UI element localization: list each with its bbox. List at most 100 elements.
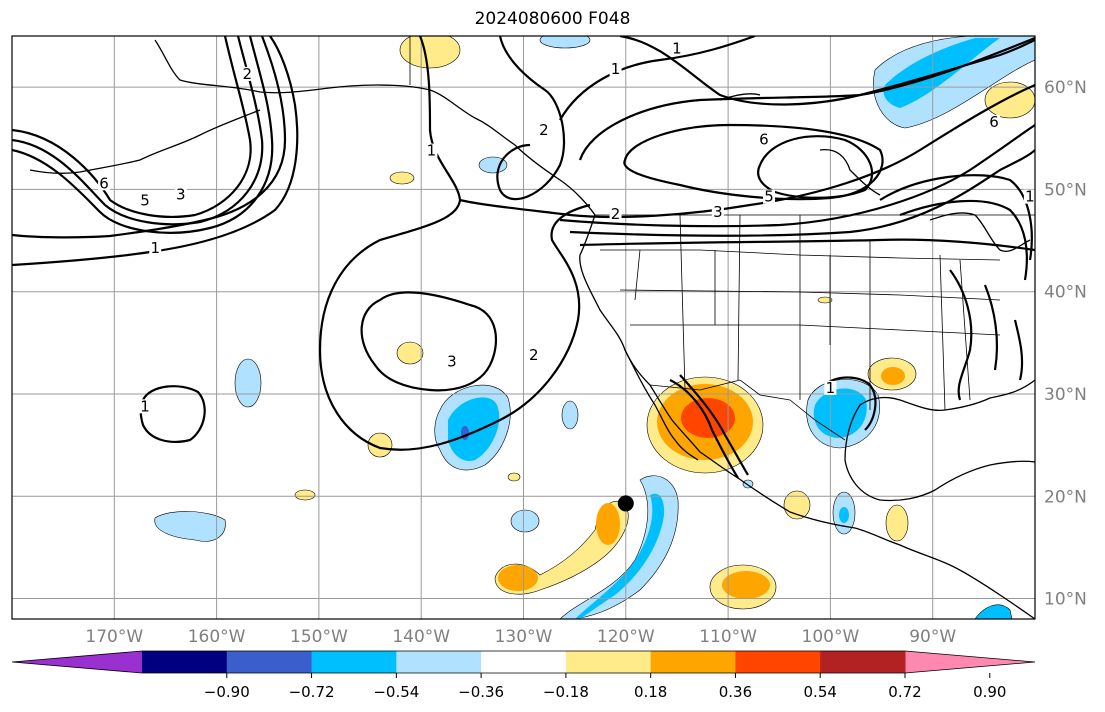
coastlines — [29, 39, 1035, 619]
colorbar-tick-label: 0.90 — [973, 683, 1006, 701]
contour-label: 5 — [764, 188, 774, 206]
contour-label-bg — [174, 187, 187, 202]
contour-label: 2 — [611, 205, 621, 223]
colorbar-segment — [650, 651, 736, 673]
longitude-label: 110°W — [699, 627, 757, 647]
positive-region — [885, 504, 909, 542]
colorbar-segment — [735, 651, 821, 673]
contour-label: 1 — [1025, 188, 1035, 206]
contour-label-bg — [763, 189, 776, 204]
contour-label-bg — [757, 132, 770, 147]
latitude-labels: 60°N 50°N 40°N 30°N 20°N 10°N — [1044, 78, 1087, 609]
contour-line — [757, 135, 874, 199]
colorbar-tick-label: 0.72 — [888, 683, 921, 701]
contour-line — [949, 269, 973, 401]
contour-line — [496, 36, 566, 201]
contour-line — [318, 36, 591, 451]
longitude-label: 140°W — [392, 627, 450, 647]
colorbar-extend-max — [905, 651, 1035, 673]
contour-label-bg — [609, 207, 622, 222]
contour-label: 1 — [140, 397, 150, 415]
colorbar-tick-label: 0.54 — [804, 683, 837, 701]
negative-region — [448, 397, 500, 461]
positive-region — [389, 171, 415, 185]
contour-label-bg — [670, 41, 683, 56]
contour-label: 2 — [539, 121, 549, 139]
contour-label: 2 — [243, 65, 253, 83]
longitude-labels: 170°W 160°W 150°W 140°W 130°W 120°W 110°W 100°W… — [85, 627, 956, 647]
negative-region — [561, 400, 579, 430]
positive-region — [399, 36, 461, 69]
contour-label-bg — [445, 354, 458, 369]
contour-line — [569, 149, 1035, 237]
colorbar-tick-label: −0.18 — [543, 683, 589, 701]
negative-region — [813, 388, 867, 438]
contour-line — [619, 36, 1035, 106]
coastline-gulf — [844, 379, 1035, 502]
contour-line — [139, 385, 206, 443]
positive-region — [367, 432, 393, 458]
contour-label-bg — [988, 114, 1001, 129]
contour-line — [559, 124, 1035, 228]
colorbar: −0.90 −0.72 −0.54 −0.36 −0.18 0.18 0.36 0.54 0.7… — [11, 650, 1036, 701]
map-frame — [11, 35, 1036, 620]
negative-region — [510, 509, 540, 533]
negative-region — [478, 156, 508, 174]
contour-label: 1 — [611, 60, 621, 78]
contour-label: 5 — [140, 192, 150, 210]
contour-label-bg — [138, 193, 151, 208]
contour-label-bg — [425, 143, 438, 158]
positive-region — [498, 565, 538, 591]
contour-label-bg — [609, 61, 622, 76]
contour-label: 1 — [150, 239, 160, 257]
colorbar-tick-label: −0.90 — [204, 683, 250, 701]
positive-region — [722, 571, 770, 599]
contour-label-bg — [241, 66, 254, 81]
contour-label-bg — [1023, 189, 1035, 204]
colorbar-segment — [481, 651, 567, 673]
positive-region — [294, 489, 316, 501]
colorbar-segment — [396, 651, 482, 673]
colorbar-segment — [226, 651, 313, 673]
contour-line — [1013, 319, 1024, 381]
longitude-label: 130°W — [495, 627, 553, 647]
negative-region — [839, 507, 849, 523]
contour-label-bg — [98, 176, 111, 191]
contour-line — [983, 284, 999, 371]
colorbar-segment — [311, 651, 397, 673]
positive-region — [881, 367, 905, 385]
negative-region — [154, 511, 226, 542]
contour-line — [559, 36, 756, 121]
latitude-label: 60°N — [1044, 78, 1087, 98]
contour-line — [459, 83, 1035, 219]
positive-region — [396, 341, 424, 365]
colorbar-segment — [142, 651, 228, 673]
contour-label: 1 — [826, 379, 836, 397]
contour-line — [679, 374, 749, 476]
contour-line — [12, 36, 299, 267]
contours — [12, 36, 1035, 479]
colorbar-segment — [820, 651, 906, 673]
contour-label-bg — [824, 380, 837, 395]
contour-label-bg — [527, 348, 540, 363]
coastline-great-lakes — [929, 212, 1031, 252]
longitude-label: 100°W — [802, 627, 860, 647]
coastline-baja — [624, 349, 699, 461]
contour-label: 6 — [99, 174, 109, 192]
coastline-aleutians — [29, 109, 261, 174]
border-us-mexico — [649, 379, 846, 441]
contour-line — [12, 36, 274, 234]
negative-region — [539, 36, 591, 49]
contour-label: 3 — [713, 203, 723, 221]
colorbar-extend-min — [12, 651, 142, 673]
contour-line — [899, 199, 1028, 281]
contour-line — [879, 174, 1033, 261]
negative-region — [559, 475, 679, 619]
longitude-label: 90°W — [909, 627, 956, 647]
coastline-alaska — [154, 39, 596, 216]
contour-label: 3 — [447, 352, 457, 370]
contour-line — [360, 291, 498, 392]
